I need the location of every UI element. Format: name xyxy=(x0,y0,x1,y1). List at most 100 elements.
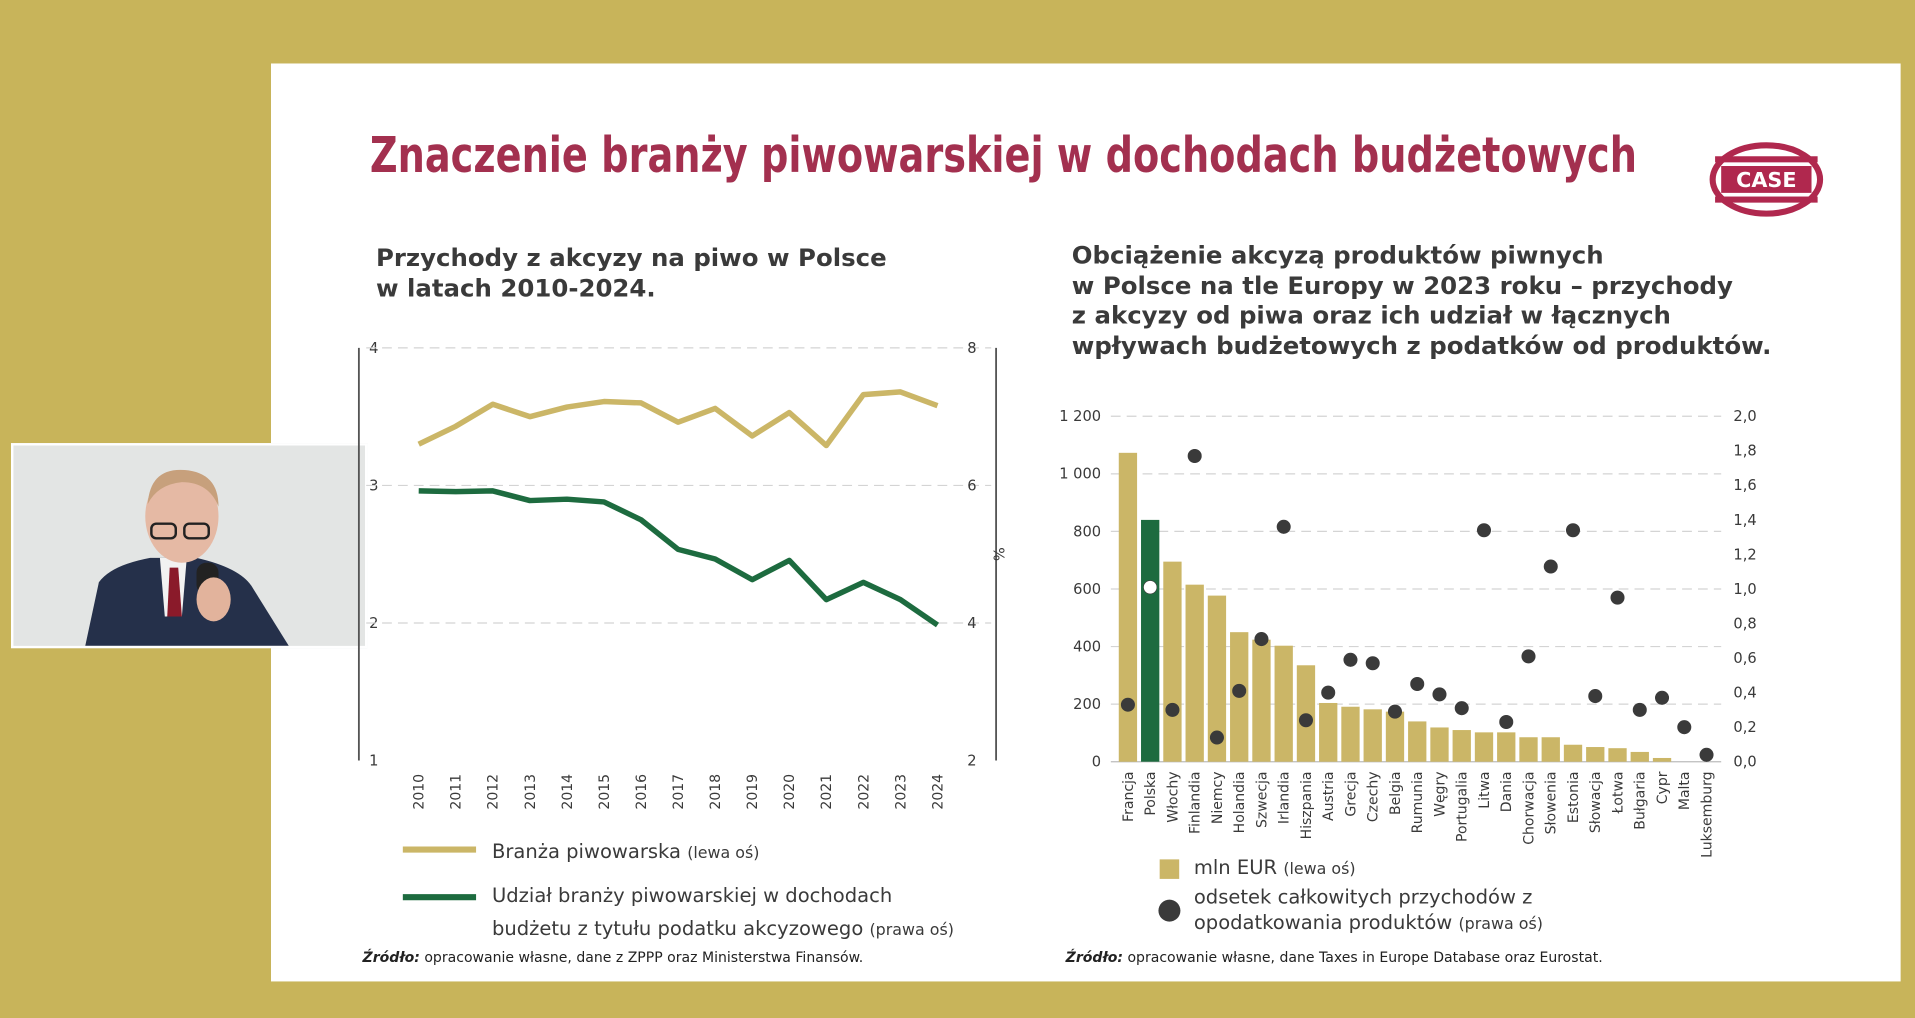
x-tick-label: 2019 xyxy=(745,774,761,810)
legend-swatch xyxy=(1159,859,1180,879)
dot xyxy=(1565,523,1581,538)
dot xyxy=(1588,689,1603,704)
legend-note: (lewa oś) xyxy=(687,844,760,864)
legend-note: (prawa oś) xyxy=(869,921,954,940)
y2-tick-label: 2,0 xyxy=(1733,408,1756,425)
y2-tick-label: 0,0 xyxy=(1733,754,1756,771)
hand xyxy=(196,577,231,622)
x-tick-label: Czechy xyxy=(1366,771,1382,822)
x-tick-label: Holandia xyxy=(1232,771,1248,833)
bar xyxy=(1497,732,1516,762)
legend-label: Branża piwowarska xyxy=(491,839,681,864)
y-tick-label: 1 200 xyxy=(1059,408,1101,425)
bar xyxy=(1452,730,1471,762)
y2-tick-label: 0,8 xyxy=(1733,615,1756,632)
face xyxy=(145,469,219,563)
dot xyxy=(1254,632,1269,647)
x-tick-label: Irlandia xyxy=(1277,771,1293,824)
bar xyxy=(1363,709,1382,762)
bar xyxy=(1207,595,1227,762)
x-tick-label: 2011 xyxy=(449,774,465,810)
x-tick-label: Bułgaria xyxy=(1633,771,1649,829)
x-tick-label: 2013 xyxy=(523,774,539,810)
source-text: opracowanie własne, dane z ZPPP oraz Min… xyxy=(424,948,864,966)
y2-tick-label: 6 xyxy=(967,477,976,494)
title-line: w latach 2010-2024. xyxy=(375,272,656,303)
speaker-video xyxy=(10,443,368,649)
dot xyxy=(1543,559,1558,574)
bar xyxy=(1630,751,1649,762)
source-label: Źródło: xyxy=(1065,948,1124,966)
dot xyxy=(1276,519,1291,534)
x-tick-label: Francja xyxy=(1121,771,1137,821)
x-tick-label: 2024 xyxy=(930,774,946,810)
glasses-right xyxy=(183,522,210,540)
y-tick-label: 600 xyxy=(1073,581,1101,598)
y-tick-label: 800 xyxy=(1073,523,1101,540)
bar xyxy=(1341,706,1360,762)
dot xyxy=(1120,697,1135,712)
x-tick-label: Austria xyxy=(1321,771,1337,821)
bar xyxy=(1319,702,1338,762)
dot xyxy=(1165,702,1180,717)
x-tick-label: Belgia xyxy=(1388,771,1404,815)
source-note: Źródło: opracowanie własne, dane Taxes i… xyxy=(1066,948,1603,965)
y2-tick-label: 1,0 xyxy=(1733,581,1756,598)
suit xyxy=(85,557,289,646)
x-tick-label: 2012 xyxy=(486,774,502,810)
x-tick-label: 2015 xyxy=(597,774,613,810)
y-tick-label: 200 xyxy=(1073,696,1101,713)
bar xyxy=(1185,584,1204,762)
x-tick-label: Portugalia xyxy=(1455,771,1471,842)
y2-tick-label: 0,2 xyxy=(1733,719,1756,736)
bar xyxy=(1586,747,1605,762)
dot xyxy=(1454,701,1469,716)
dot xyxy=(1432,687,1447,702)
legend-label: odsetek całkowitych przychodów z opodatk… xyxy=(1193,885,1533,934)
chart-title: Przychody z akcyzy na piwo w Polsce w la… xyxy=(376,243,887,303)
x-tick-label: Finlandia xyxy=(1188,771,1204,834)
dot xyxy=(1143,580,1158,595)
logo-stripe xyxy=(1715,156,1818,163)
x-tick-label: Słowenia xyxy=(1544,771,1560,834)
y2-tick-label: 1,8 xyxy=(1733,443,1756,460)
y2-tick-label: 0,4 xyxy=(1733,685,1756,702)
dot xyxy=(1387,704,1402,719)
x-tick-label: Rumunia xyxy=(1410,771,1426,833)
dot xyxy=(1410,676,1425,692)
x-tick-label: Łotwa xyxy=(1610,771,1626,814)
dot xyxy=(1610,590,1625,605)
bar xyxy=(1519,737,1538,762)
legend-label: mln EUR xyxy=(1193,855,1278,879)
dot xyxy=(1699,747,1714,762)
x-tick-label: 2022 xyxy=(856,774,872,810)
dot xyxy=(1209,730,1224,745)
legend-label: Udział branży piwowarskiej w dochodach b… xyxy=(491,883,893,940)
dot xyxy=(1476,523,1492,538)
title-line: w Polsce na tle Europy w 2023 roku – prz… xyxy=(1071,270,1733,300)
bar xyxy=(1652,757,1672,762)
logo-stripe xyxy=(1715,196,1818,203)
logo-text: CASE xyxy=(1736,168,1796,192)
y2-tick-label: 1,6 xyxy=(1733,477,1756,494)
x-tick-label: 2023 xyxy=(893,774,909,810)
line xyxy=(418,488,940,628)
slide-title: Znaczenie branży piwowarskiej w dochodac… xyxy=(370,127,1637,184)
speaker-image xyxy=(13,445,365,646)
x-tick-label: Cypr xyxy=(1655,771,1671,804)
slide xyxy=(270,63,1901,982)
bar xyxy=(1118,452,1138,762)
hair xyxy=(147,469,219,507)
chart-title: Obciążenie akcyzą produktów piwnych w Po… xyxy=(1072,240,1772,360)
tie xyxy=(167,567,182,617)
dot xyxy=(1321,685,1336,700)
title-line: wpływach budżetowych z podatków od produ… xyxy=(1071,330,1772,360)
x-tick-label: Niemcy xyxy=(1210,771,1226,824)
dot xyxy=(1632,702,1647,717)
x-tick-label: 2018 xyxy=(708,774,724,810)
dot xyxy=(1499,714,1514,730)
x-tick-label: Szwecja xyxy=(1254,771,1270,828)
x-tick-label: Malta xyxy=(1677,771,1693,810)
y2-axis-label: % xyxy=(990,547,1007,561)
